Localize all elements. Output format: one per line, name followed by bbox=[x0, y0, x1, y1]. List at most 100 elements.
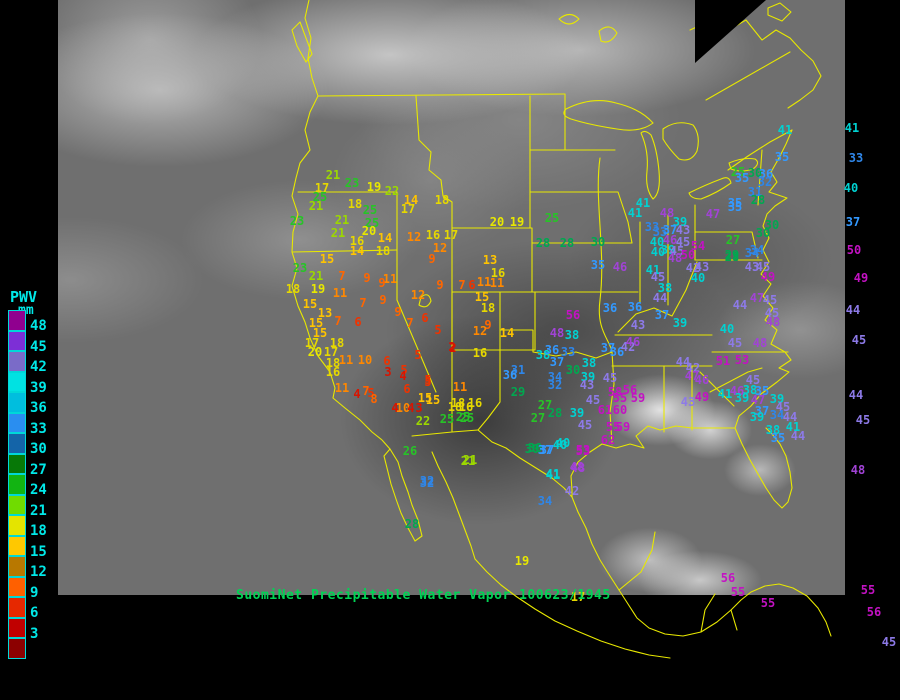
station-pwv-value: 5 bbox=[424, 373, 432, 387]
station-pwv-value: 9 bbox=[484, 318, 492, 332]
station-pwv-value: 48 bbox=[765, 315, 781, 329]
station-pwv-value: 40 bbox=[555, 436, 571, 450]
station-pwv-value: 14 bbox=[349, 244, 365, 258]
gulf-st-lawrence-island bbox=[767, 2, 792, 22]
station-pwv-value: 29 bbox=[724, 248, 740, 262]
station-pwv-value: 36 bbox=[544, 343, 560, 357]
station-pwv-value: 55 bbox=[760, 596, 776, 610]
station-pwv-value: 15 bbox=[312, 326, 328, 340]
station-pwv-value: 46 bbox=[612, 260, 628, 274]
station-pwv-value: 43 bbox=[579, 378, 595, 392]
station-pwv-value: 36 bbox=[502, 368, 518, 382]
legend-color-swatch bbox=[8, 576, 26, 597]
legend-value-label: 39 bbox=[30, 379, 47, 396]
station-pwv-value: 16 bbox=[425, 228, 441, 242]
station-pwv-value: 4 bbox=[407, 401, 415, 415]
station-pwv-value: 18 bbox=[375, 244, 391, 258]
station-pwv-value: 37 bbox=[845, 215, 861, 229]
station-pwv-value: 39 bbox=[569, 406, 585, 420]
station-pwv-value: 43 bbox=[630, 318, 646, 332]
lake-michigan bbox=[640, 130, 660, 200]
station-pwv-value: 19 bbox=[514, 554, 530, 568]
station-pwv-value: 4 bbox=[399, 369, 407, 383]
legend-value-label: 27 bbox=[30, 461, 47, 478]
station-pwv-value: 41 bbox=[717, 387, 733, 401]
canada-diagonal-line bbox=[705, 51, 791, 101]
station-pwv-value: 10 bbox=[357, 353, 373, 367]
station-pwv-value: 16 bbox=[472, 346, 488, 360]
product-title: SuomiNet Precipitable Water Vapor 100623… bbox=[236, 588, 611, 603]
station-pwv-value: 19 bbox=[366, 180, 382, 194]
legend-value-label: 30 bbox=[30, 441, 47, 457]
station-pwv-value: 12 bbox=[432, 241, 448, 255]
station-pwv-value: 25 bbox=[364, 216, 380, 230]
station-pwv-value: 9 bbox=[378, 276, 386, 290]
station-pwv-value: 45 bbox=[881, 635, 897, 649]
station-pwv-value: 36 bbox=[602, 301, 618, 315]
legend-color-swatch bbox=[8, 433, 26, 454]
station-pwv-value: 3 bbox=[415, 401, 423, 415]
great-salt-lake bbox=[418, 294, 432, 308]
station-pwv-value: 56 bbox=[720, 571, 736, 585]
station-pwv-value: 21 bbox=[330, 226, 346, 240]
tx-west-border bbox=[477, 329, 501, 431]
station-pwv-value: 42 bbox=[620, 340, 636, 354]
station-pwv-value: 45 bbox=[855, 413, 871, 427]
station-pwv-value: 47 bbox=[750, 393, 766, 407]
legend-value-label: 12 bbox=[30, 564, 47, 580]
legend-value-label: 36 bbox=[30, 400, 47, 416]
station-pwv-value: 7 bbox=[362, 384, 370, 398]
station-pwv-value: 4 bbox=[391, 401, 399, 415]
station-pwv-value: 38 bbox=[742, 383, 758, 397]
station-pwv-value: 44 bbox=[790, 429, 806, 443]
station-pwv-value: 40 bbox=[649, 235, 665, 249]
station-pwv-value: 35 bbox=[734, 171, 750, 185]
station-pwv-value: 2 bbox=[449, 341, 457, 355]
station-pwv-value: 30 bbox=[755, 226, 771, 240]
station-pwv-value: 26 bbox=[402, 444, 418, 458]
station-pwv-value: 44 bbox=[652, 291, 668, 305]
legend-value-label: 6 bbox=[30, 605, 39, 621]
station-pwv-value: 6 bbox=[468, 278, 476, 292]
station-pwv-value: 5 bbox=[367, 386, 375, 400]
legend-title: PWV bbox=[10, 288, 38, 306]
station-pwv-value: 41 bbox=[777, 123, 793, 137]
station-pwv-value: 36 bbox=[627, 300, 643, 314]
station-pwv-value: 39 bbox=[672, 215, 688, 229]
station-pwv-value: 55 bbox=[605, 420, 621, 434]
rio-grande bbox=[477, 429, 573, 498]
atlantic-coastline bbox=[734, 129, 793, 509]
station-pwv-value: 59 bbox=[630, 391, 646, 405]
station-pwv-value: 36 bbox=[609, 345, 625, 359]
legend-value-label: 3 bbox=[30, 625, 39, 642]
legend-color-swatch bbox=[8, 392, 26, 413]
station-pwv-value: 21 bbox=[334, 213, 350, 227]
station-pwv-value: 17 bbox=[304, 336, 320, 350]
station-pwv-value: 6 bbox=[354, 315, 362, 329]
station-pwv-value: 16 bbox=[490, 266, 506, 280]
station-pwv-value: 41 bbox=[545, 468, 561, 482]
station-pwv-value: 43 bbox=[694, 260, 710, 274]
station-pwv-value: 33 bbox=[652, 225, 668, 239]
station-pwv-value: 21 bbox=[308, 199, 324, 213]
station-pwv-value: 48 bbox=[659, 206, 675, 220]
station-pwv-value: 18 bbox=[480, 301, 496, 315]
legend-color-swatch bbox=[8, 638, 26, 659]
station-pwv-value: 30 bbox=[527, 441, 543, 455]
station-pwv-value: 10 bbox=[395, 401, 411, 415]
station-pwv-value: 19 bbox=[310, 282, 326, 296]
station-pwv-value: 35 bbox=[770, 431, 786, 445]
station-pwv-value: 30 bbox=[565, 363, 581, 377]
station-pwv-value: 22 bbox=[415, 414, 431, 428]
station-pwv-value: 27 bbox=[530, 411, 546, 425]
station-pwv-value: 45 bbox=[762, 293, 778, 307]
legend-value-label: 42 bbox=[30, 359, 47, 375]
station-pwv-value: 49 bbox=[694, 390, 710, 404]
station-pwv-value: 27 bbox=[537, 398, 553, 412]
mexico-interior-borders bbox=[618, 531, 738, 633]
station-pwv-value: 25 bbox=[730, 165, 746, 179]
legend-color-swatch bbox=[8, 330, 26, 351]
station-pwv-value: 48 bbox=[850, 463, 866, 477]
legend-color-swatch bbox=[8, 412, 26, 433]
